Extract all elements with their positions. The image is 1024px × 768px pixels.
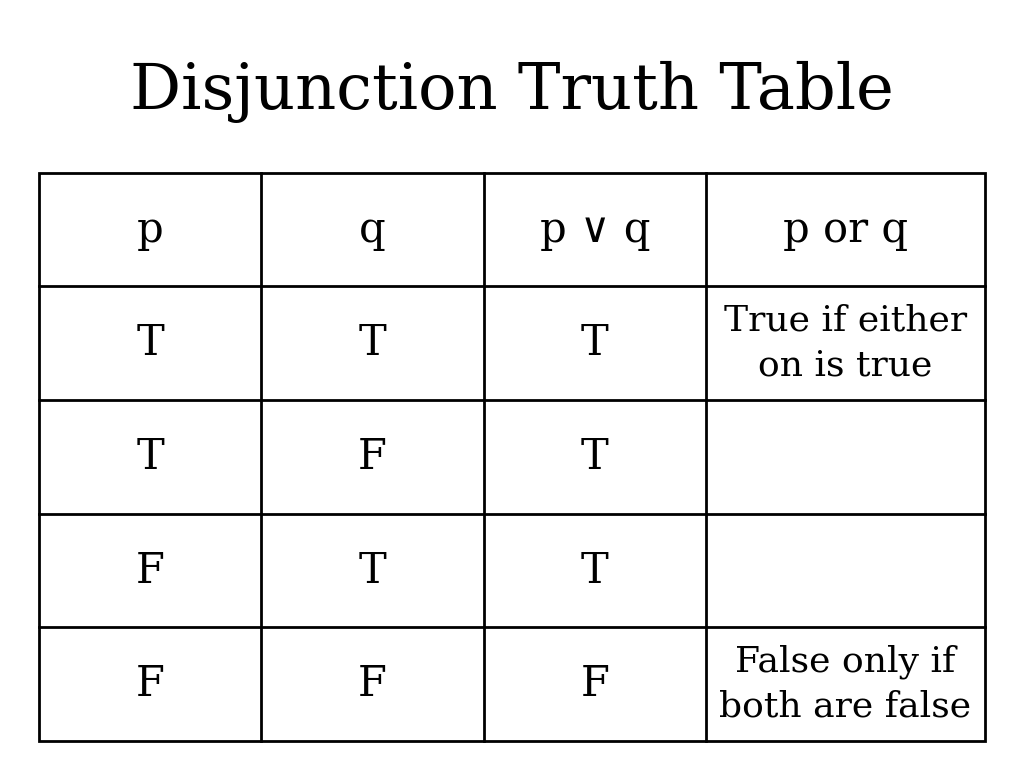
Text: p ∨ q: p ∨ q <box>540 209 650 250</box>
Text: False only if
both are false: False only if both are false <box>720 644 972 724</box>
Text: F: F <box>135 550 165 591</box>
Text: p: p <box>137 209 164 250</box>
Text: F: F <box>581 664 609 705</box>
Text: T: T <box>581 550 608 591</box>
Text: T: T <box>581 323 608 364</box>
Text: q: q <box>359 209 386 250</box>
Text: F: F <box>358 664 387 705</box>
Text: T: T <box>581 436 608 478</box>
Text: T: T <box>358 550 386 591</box>
Text: F: F <box>135 664 165 705</box>
Text: p or q: p or q <box>783 209 908 250</box>
Text: F: F <box>358 436 387 478</box>
Text: Disjunction Truth Table: Disjunction Truth Table <box>130 61 894 123</box>
Text: T: T <box>358 323 386 364</box>
Text: True if either
on is true: True if either on is true <box>724 304 967 382</box>
Text: T: T <box>136 323 164 364</box>
Text: T: T <box>136 436 164 478</box>
Bar <box>39 173 985 741</box>
